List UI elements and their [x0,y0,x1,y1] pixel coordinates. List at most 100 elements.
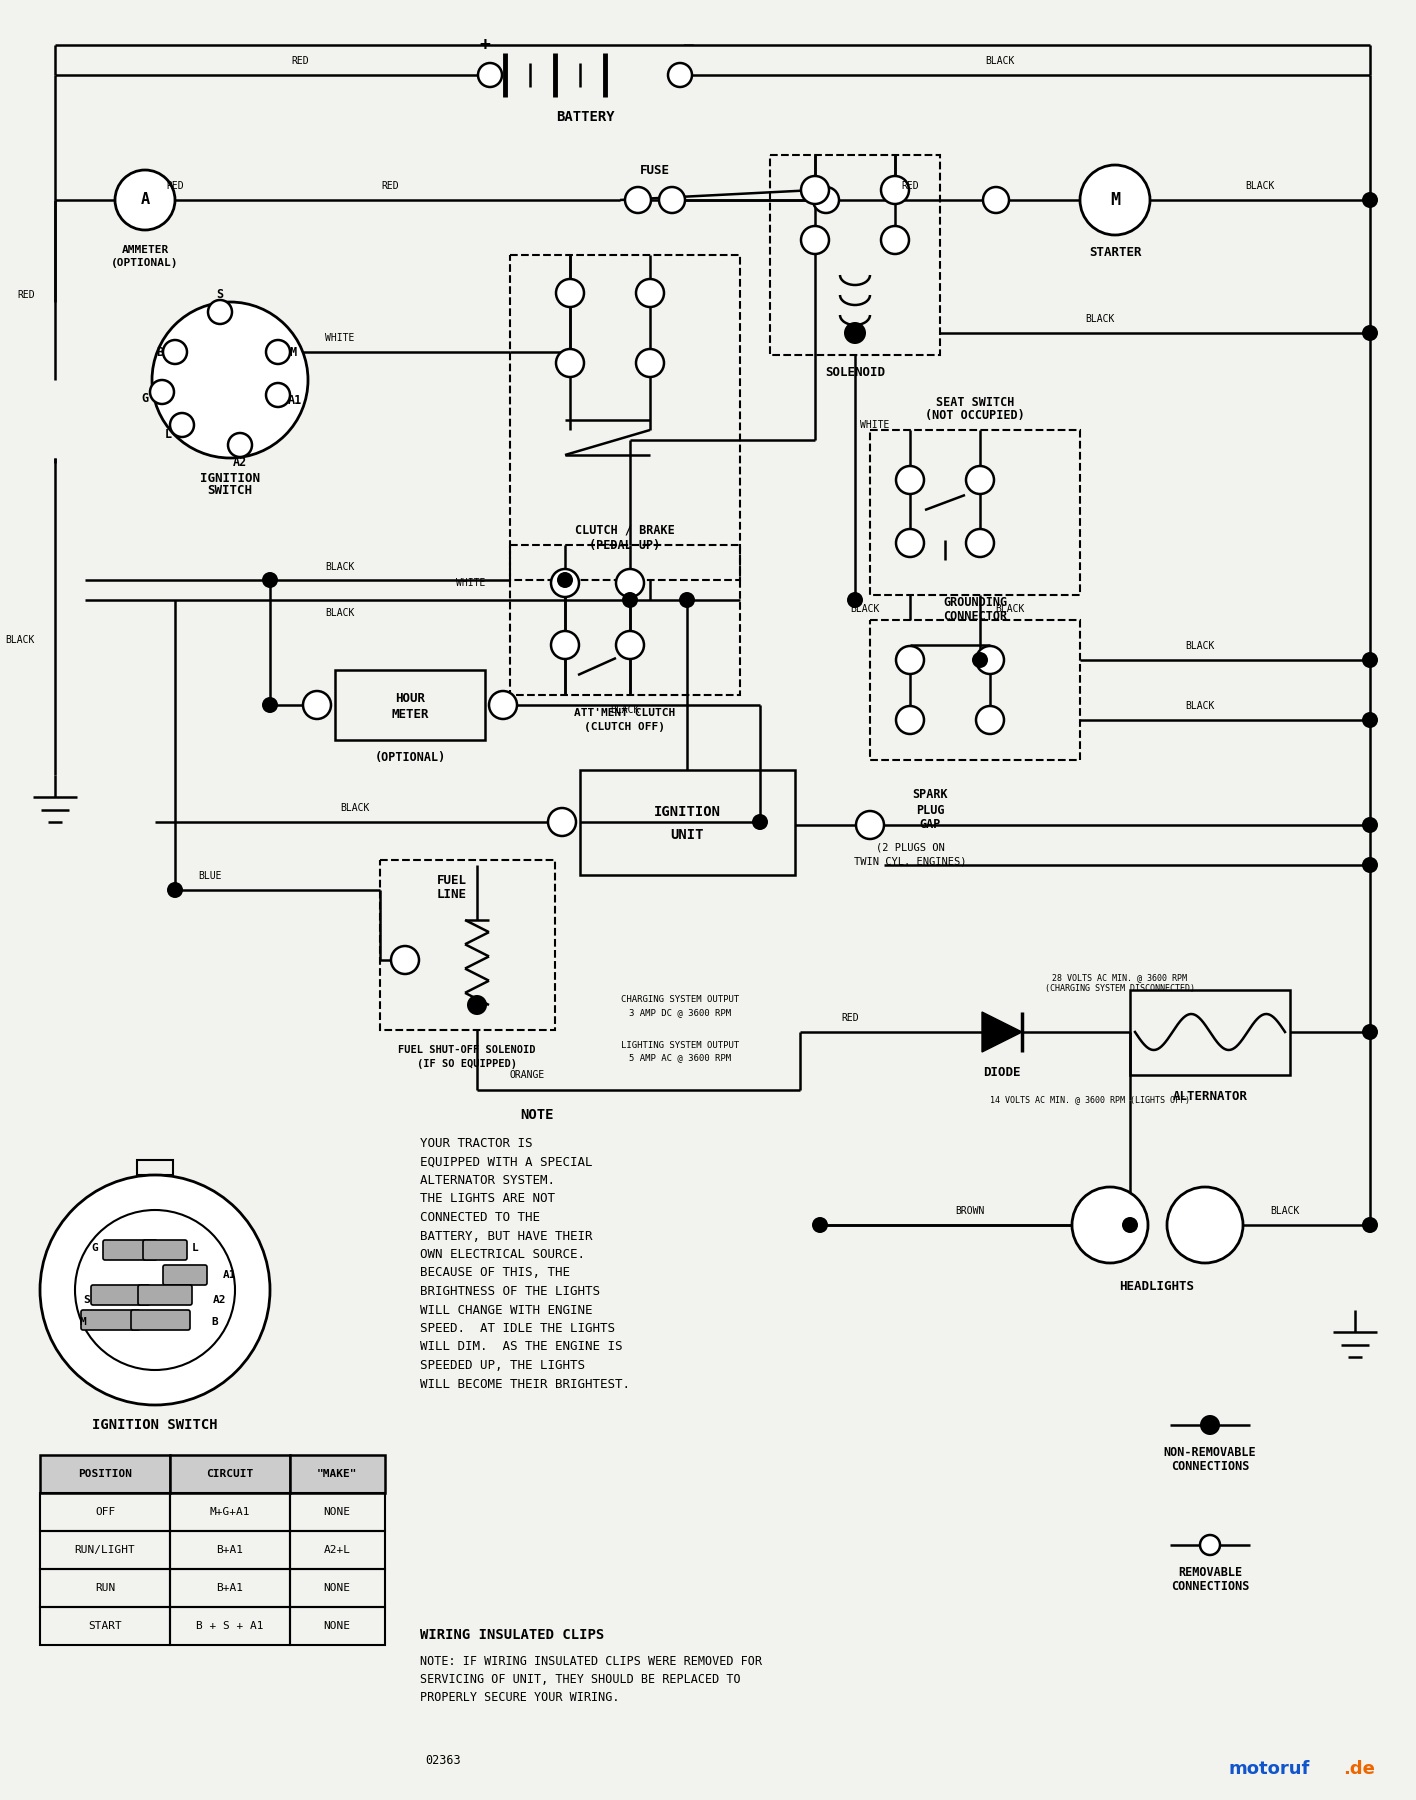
Bar [290,1492,385,1532]
Bar [290,1454,385,1492]
Circle shape [752,814,767,830]
Circle shape [152,302,309,457]
Bar [137,1159,173,1175]
Circle shape [262,572,278,589]
Text: BROWN: BROWN [956,1206,984,1217]
Text: S: S [217,288,224,301]
Text: GAP: GAP [919,819,940,832]
Text: (2 PLUGS ON: (2 PLUGS ON [875,842,944,853]
Circle shape [150,380,174,403]
Text: PLUG: PLUG [916,803,944,817]
Text: WHITE: WHITE [861,419,889,430]
Text: (OPTIONAL): (OPTIONAL) [112,257,178,268]
Circle shape [1199,1535,1221,1555]
Text: A1: A1 [224,1271,236,1280]
Circle shape [167,882,183,898]
Text: ORANGE: ORANGE [510,1069,545,1080]
Circle shape [801,227,828,254]
Bar [1130,990,1290,1075]
Text: RUN: RUN [95,1582,115,1593]
Bar [40,1492,170,1532]
Circle shape [115,169,176,230]
Text: (PEDAL UP): (PEDAL UP) [589,538,661,551]
Bar [40,1607,170,1645]
Circle shape [1362,326,1378,340]
Circle shape [896,529,925,556]
Text: NONE: NONE [323,1507,351,1517]
Text: (OPTIONAL): (OPTIONAL) [374,752,446,765]
Text: ALTERNATOR: ALTERNATOR [1172,1091,1247,1103]
Text: BLACK: BLACK [340,803,370,814]
Text: B+A1: B+A1 [217,1582,244,1593]
Text: YOUR TRACTOR IS
EQUIPPED WITH A SPECIAL
ALTERNATOR SYSTEM.
THE LIGHTS ARE NOT
CO: YOUR TRACTOR IS EQUIPPED WITH A SPECIAL … [421,1138,630,1390]
Circle shape [881,176,909,203]
Text: BLACK: BLACK [326,608,354,617]
Circle shape [847,592,862,608]
Text: START: START [88,1622,122,1631]
Text: (CLUTCH OFF): (CLUTCH OFF) [585,722,666,733]
Text: BLACK: BLACK [1245,182,1274,191]
Text: 3 AMP DC @ 3600 RPM: 3 AMP DC @ 3600 RPM [629,1008,731,1017]
Text: 28 VOLTS AC MIN. @ 3600 RPM: 28 VOLTS AC MIN. @ 3600 RPM [1052,974,1188,983]
Circle shape [75,1210,235,1370]
Text: BLACK: BLACK [610,706,640,715]
Circle shape [1362,652,1378,668]
FancyBboxPatch shape [143,1240,187,1260]
Circle shape [170,412,194,437]
Text: 5 AMP AC @ 3600 RPM: 5 AMP AC @ 3600 RPM [629,1053,731,1062]
Text: LIGHTING SYSTEM OUTPUT: LIGHTING SYSTEM OUTPUT [620,1040,739,1049]
Circle shape [40,1175,270,1406]
Text: A2+L: A2+L [323,1544,351,1555]
Circle shape [636,279,664,308]
Circle shape [881,227,909,254]
Text: B+A1: B+A1 [217,1544,244,1555]
Text: BLACK: BLACK [1270,1206,1300,1217]
Text: (NOT OCCUPIED): (NOT OCCUPIED) [925,410,1025,423]
Text: FUEL SHUT-OFF SOLENOID: FUEL SHUT-OFF SOLENOID [398,1046,535,1055]
Bar [40,1454,170,1492]
Text: motoruf: motoruf [1229,1760,1310,1778]
FancyBboxPatch shape [163,1265,207,1285]
Text: NONE: NONE [323,1582,351,1593]
Text: RED: RED [17,290,35,301]
Text: CIRCUIT: CIRCUIT [207,1469,253,1480]
Text: A2: A2 [214,1294,227,1305]
Text: HOUR: HOUR [395,691,425,704]
Text: SWITCH: SWITCH [208,484,252,497]
Text: RED: RED [381,182,399,191]
Circle shape [228,434,252,457]
Text: L: L [191,1244,198,1253]
Circle shape [489,691,517,718]
Circle shape [811,1217,828,1233]
Text: BLACK: BLACK [1185,641,1215,652]
Bar [170,1532,290,1570]
Text: AMMETER: AMMETER [122,245,169,256]
Text: SPARK: SPARK [912,788,947,801]
Text: B: B [156,346,164,358]
Text: CHARGING SYSTEM OUTPUT: CHARGING SYSTEM OUTPUT [620,995,739,1004]
Circle shape [966,529,994,556]
Circle shape [1362,193,1378,209]
Text: ATT'MENT CLUTCH: ATT'MENT CLUTCH [575,707,675,718]
Text: RUN/LIGHT: RUN/LIGHT [75,1544,136,1555]
Circle shape [668,63,692,86]
Circle shape [896,706,925,734]
Text: (IF SO EQUIPPED): (IF SO EQUIPPED) [416,1058,517,1069]
Polygon shape [983,1012,1022,1051]
Text: "MAKE": "MAKE" [317,1469,357,1480]
Text: RED: RED [292,56,309,67]
Text: M+G+A1: M+G+A1 [210,1507,251,1517]
Circle shape [556,279,583,308]
Circle shape [551,632,579,659]
Text: CONNECTIONS: CONNECTIONS [1171,1580,1249,1593]
Text: M: M [1110,191,1120,209]
Text: G: G [142,392,149,405]
Text: 14 VOLTS AC MIN. @ 3600 RPM (LIGHTS OFF): 14 VOLTS AC MIN. @ 3600 RPM (LIGHTS OFF) [990,1096,1189,1105]
Text: BLACK: BLACK [6,635,35,644]
Text: LINE: LINE [438,889,467,902]
Text: L: L [164,428,171,441]
Text: NONE: NONE [323,1622,351,1631]
Circle shape [266,383,290,407]
Bar [170,1570,290,1607]
Text: CONNECTOR: CONNECTOR [943,610,1007,623]
